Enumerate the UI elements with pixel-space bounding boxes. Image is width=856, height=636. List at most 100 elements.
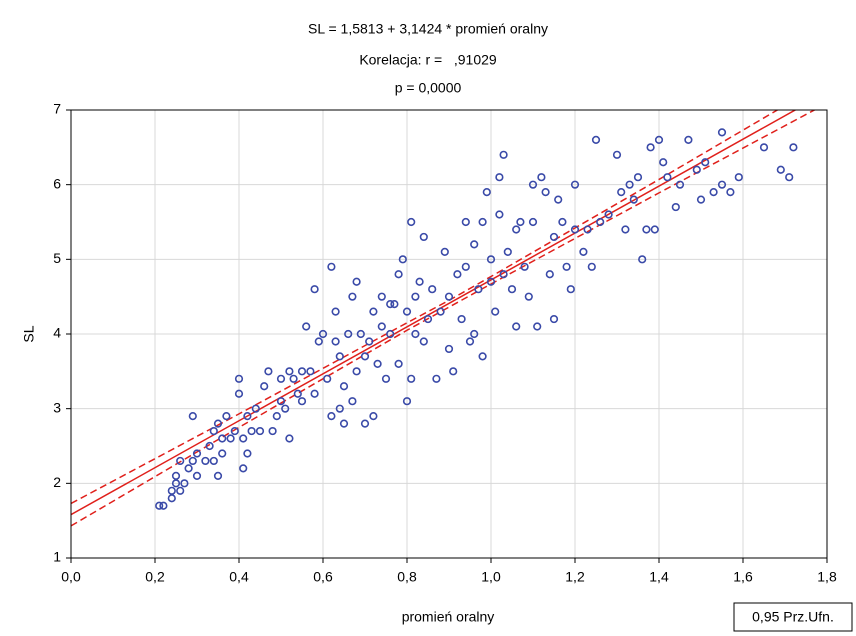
x-axis-label: promień oralny xyxy=(402,609,495,625)
point xyxy=(428,285,437,294)
point xyxy=(356,329,365,339)
point xyxy=(407,374,416,383)
y-axis-label: SL xyxy=(21,325,37,342)
point xyxy=(478,352,487,361)
point xyxy=(625,180,634,189)
point xyxy=(524,292,533,301)
point xyxy=(386,329,395,339)
point xyxy=(461,262,470,271)
point xyxy=(339,419,349,428)
point xyxy=(558,217,567,227)
point xyxy=(234,389,244,398)
point xyxy=(545,270,554,279)
point xyxy=(365,337,374,346)
point xyxy=(717,180,727,189)
point xyxy=(419,337,428,346)
point xyxy=(239,434,248,443)
point xyxy=(499,270,508,279)
points xyxy=(155,128,798,510)
point xyxy=(373,359,382,368)
point xyxy=(701,158,710,167)
point xyxy=(709,188,718,197)
point xyxy=(205,441,214,451)
point xyxy=(495,173,504,182)
point xyxy=(402,397,412,406)
x-tick-label: 1,0 xyxy=(481,569,501,585)
chart-subtitle: Korelacja: r = ,91029 xyxy=(359,52,497,68)
point xyxy=(344,329,353,339)
point xyxy=(436,307,445,316)
point xyxy=(470,240,479,249)
point xyxy=(650,225,659,234)
point xyxy=(528,217,538,227)
point xyxy=(218,434,227,443)
point xyxy=(192,449,202,458)
point xyxy=(230,426,239,436)
point xyxy=(419,232,428,242)
regression-line xyxy=(71,110,797,516)
point xyxy=(533,322,542,331)
x-tick-label: 0,6 xyxy=(313,569,333,585)
point xyxy=(512,225,521,234)
point xyxy=(570,225,580,234)
point xyxy=(339,382,349,391)
point xyxy=(440,247,449,256)
grid: 0,0 0,2 0,4 0,6 0,8 1,0 1,2 1,4 1,6 1,8 1 2 3 4 5 6 7 xyxy=(53,101,837,585)
point xyxy=(201,456,210,466)
point xyxy=(264,367,273,376)
point xyxy=(310,285,319,294)
point xyxy=(638,255,647,264)
point xyxy=(209,426,218,436)
point xyxy=(696,195,706,204)
point xyxy=(167,486,176,495)
annotation: p = 0,0000 xyxy=(395,80,462,96)
y-tick-label: 7 xyxy=(53,101,61,117)
point xyxy=(171,479,181,488)
point xyxy=(281,404,290,413)
point xyxy=(503,247,512,256)
point xyxy=(411,329,420,339)
point xyxy=(541,188,550,197)
point xyxy=(352,367,361,376)
point xyxy=(222,412,231,421)
point xyxy=(394,270,403,279)
point xyxy=(621,225,630,234)
point xyxy=(369,412,378,421)
point xyxy=(398,255,407,264)
chart-title: SL = 1,5813 + 3,1424 * promień oralny xyxy=(308,21,548,37)
point xyxy=(587,262,596,271)
point xyxy=(507,285,517,294)
point xyxy=(285,434,294,443)
point xyxy=(171,471,181,480)
point xyxy=(268,426,277,436)
point xyxy=(654,135,664,144)
point xyxy=(549,232,559,242)
point xyxy=(180,479,189,488)
point xyxy=(167,494,176,503)
point xyxy=(314,337,323,346)
point xyxy=(390,300,399,309)
x-tick-label: 0,4 xyxy=(229,569,249,585)
point xyxy=(377,322,386,331)
point xyxy=(239,464,248,473)
plot-frame xyxy=(70,109,828,559)
point xyxy=(776,165,785,174)
point xyxy=(486,277,496,286)
point xyxy=(331,307,340,316)
confidence-band-lower xyxy=(71,110,816,527)
point xyxy=(188,456,197,466)
point xyxy=(474,285,483,294)
point xyxy=(583,225,592,234)
point xyxy=(226,434,235,443)
point xyxy=(759,143,769,152)
point xyxy=(423,314,433,324)
point xyxy=(318,329,328,339)
point xyxy=(629,195,638,204)
y-tick-label: 1 xyxy=(53,549,61,565)
point xyxy=(348,397,357,406)
point xyxy=(289,374,298,383)
point xyxy=(789,143,798,152)
point xyxy=(285,367,294,376)
point xyxy=(360,352,370,361)
